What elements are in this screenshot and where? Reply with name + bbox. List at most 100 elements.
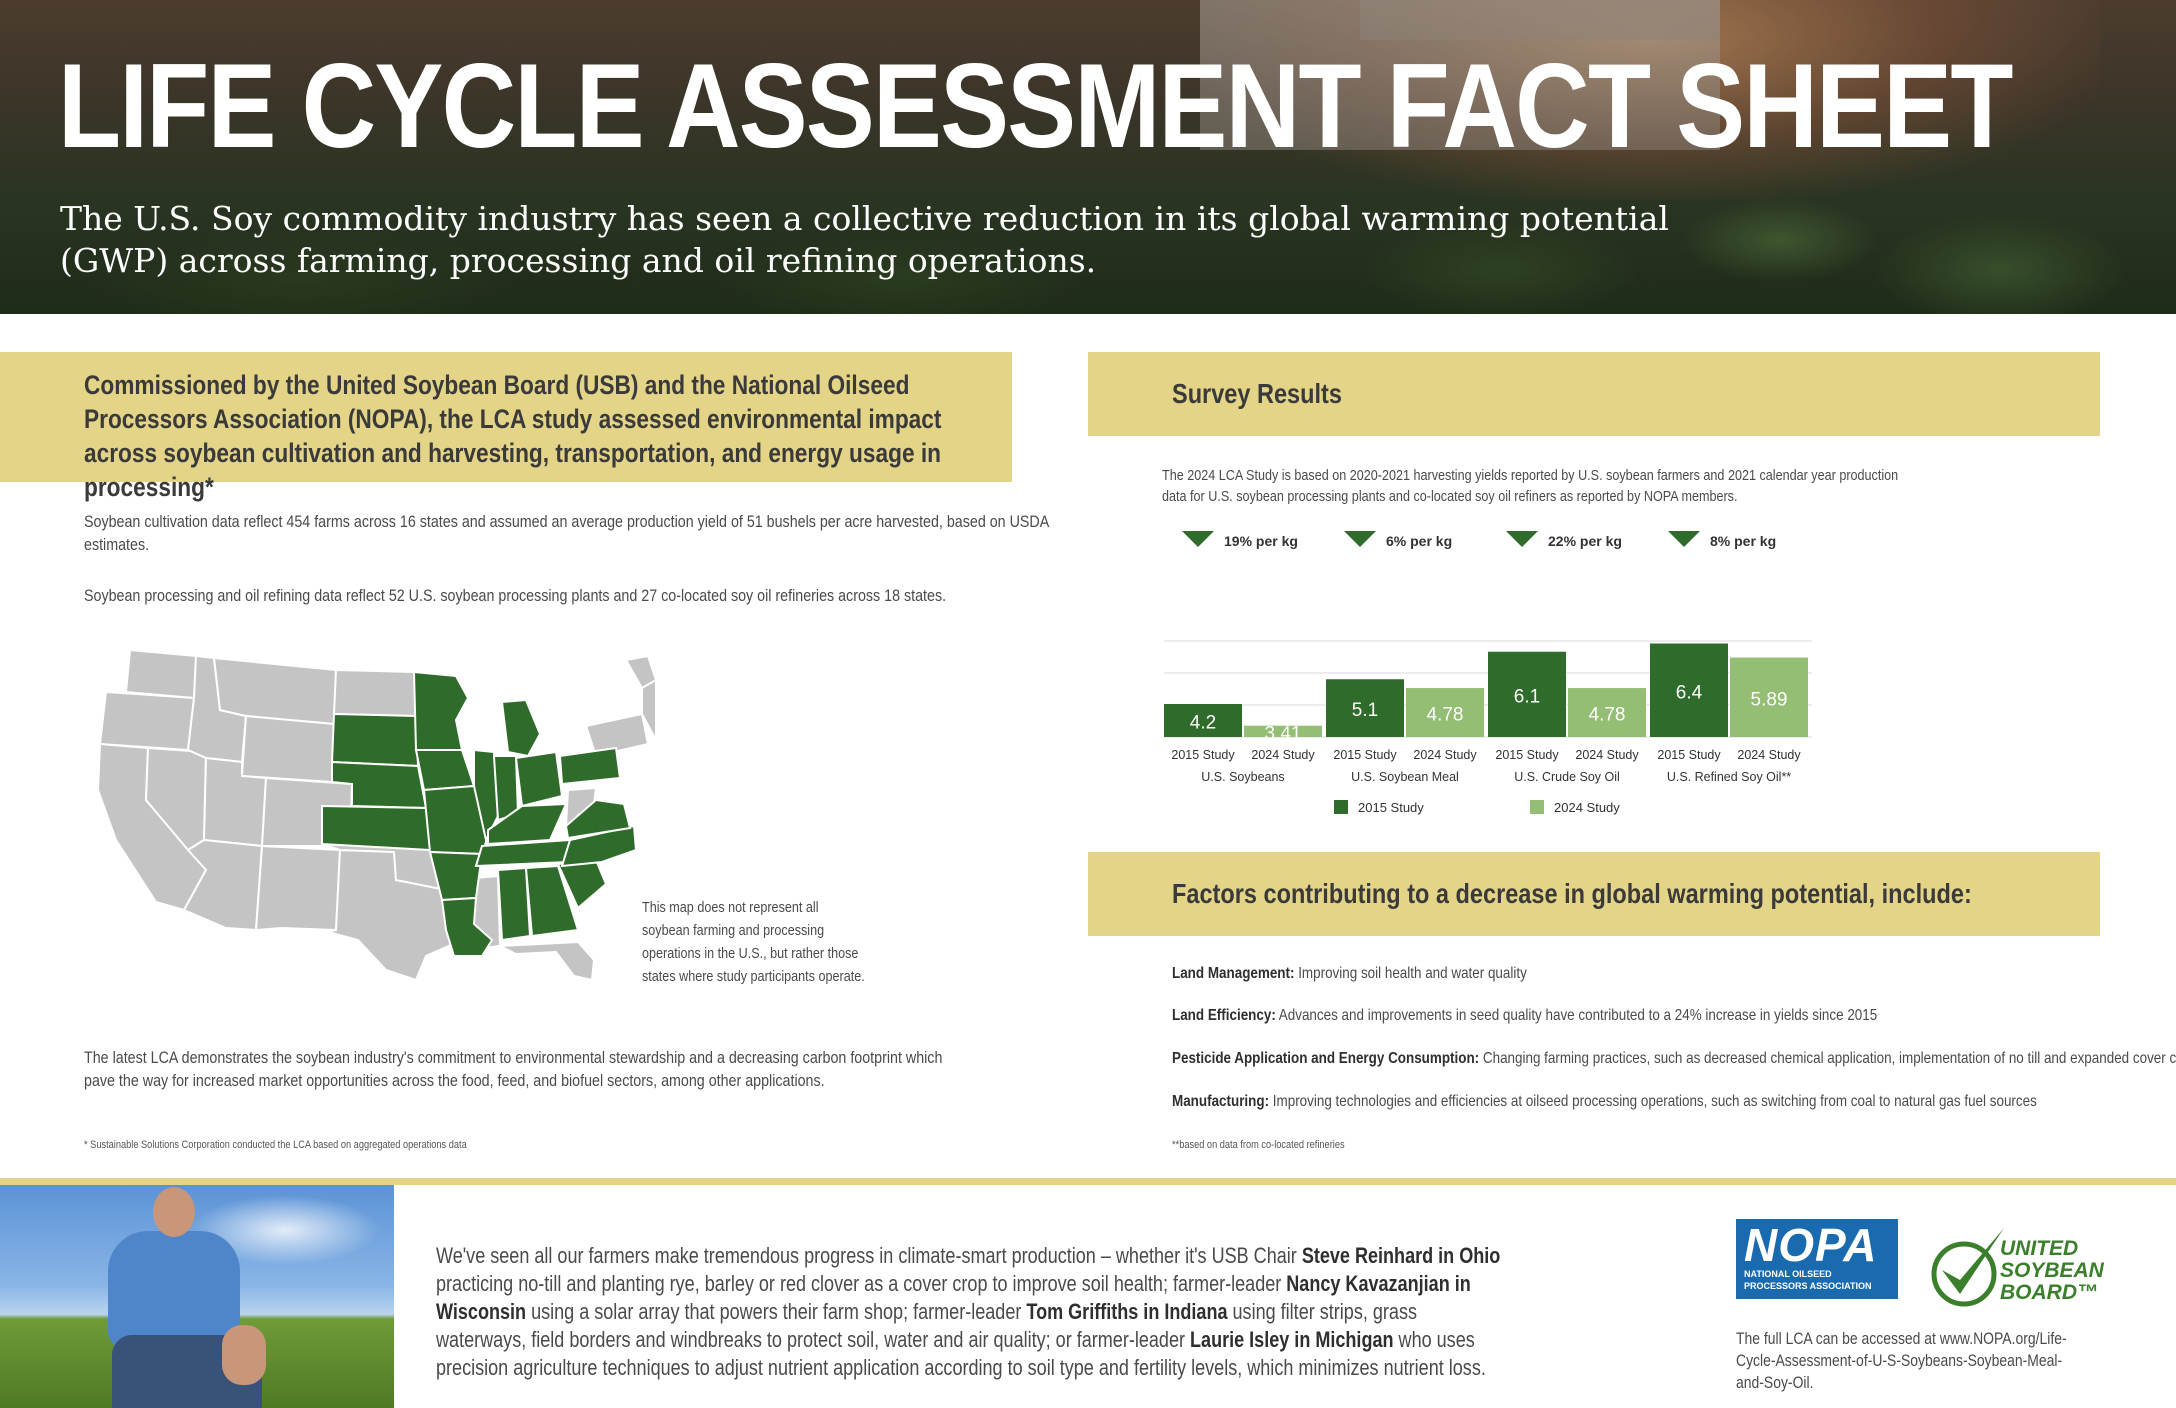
usb-wordmark-line: SOYBEAN: [2000, 1259, 2104, 1282]
refineries-footnote: **based on data from co-located refineri…: [1172, 1139, 1345, 1151]
hero-banner: LIFE CYCLE ASSESSMENT FACT SHEET The U.S…: [0, 0, 2176, 314]
survey-heading: Survey Results: [1172, 378, 1342, 409]
chart-data-label: 4.78: [1427, 705, 1464, 726]
chart-bar: [1406, 688, 1484, 737]
survey-note: The 2024 LCA Study is based on 2020-2021…: [1162, 467, 1899, 505]
factor-item: Land Management: Improving soil health a…: [1172, 963, 2096, 985]
map-state-pa: [558, 746, 622, 786]
map-state-al: [496, 866, 532, 942]
quote-farmer-name: Laurie Isley in Michigan: [1190, 1327, 1394, 1352]
commitment-paragraph: The latest LCA demonstrates the soybean …: [84, 1048, 943, 1090]
nopa-logo-tagline-1: NATIONAL OILSEED: [1744, 1269, 1832, 1279]
barn-image: [1200, 0, 1720, 150]
farmers-quote: We've seen all our farmers make tremendo…: [436, 1242, 1502, 1382]
factor-text: Advances and improvements in seed qualit…: [1275, 1007, 1878, 1024]
map-state-ks: [321, 804, 432, 852]
chart-data-label: 5.1: [1352, 700, 1378, 721]
factor-label: Pesticide Application and Energy Consump…: [1172, 1050, 1480, 1067]
map-highlight-states: [321, 670, 638, 957]
chart-reduction-label: 19% per kg: [1224, 533, 1298, 549]
map-state-oh: [514, 750, 564, 808]
map-state-me: [624, 654, 656, 690]
quote-text: using a solar array that powers their fa…: [526, 1299, 1027, 1324]
chart-bar: [1650, 643, 1728, 737]
map-state-ky: [487, 802, 568, 846]
nopa-logo-wordmark: NOPA: [1744, 1219, 1878, 1271]
chart-data-label: 4.2: [1190, 713, 1216, 734]
map-state-mi: [500, 698, 542, 758]
intro-heading-band: Commissioned by the United Soybean Board…: [0, 352, 1012, 502]
quote-farmer-name: Steve Reinhard in Ohio: [1301, 1243, 1501, 1268]
map-state-nd: [332, 668, 418, 718]
factor-text: Improving technologies and efficiencies …: [1269, 1093, 2037, 1110]
down-arrow-icon: [1182, 531, 1214, 547]
map-state-va: [564, 798, 632, 840]
map-state-nm: [254, 844, 342, 932]
chart-reduction-label: 8% per kg: [1710, 533, 1776, 549]
chart-data-label: 3.41: [1265, 723, 1302, 744]
quote-text: using filter strips, grass waterways, fi…: [436, 1299, 1417, 1352]
quote-text: We've seen all our farmers make tremendo…: [436, 1243, 1302, 1268]
page-title: LIFE CYCLE ASSESSMENT FACT SHEET: [58, 39, 2013, 173]
farmer-arm: [222, 1325, 266, 1385]
processing-paragraph: Soybean processing and oil refining data…: [84, 586, 947, 605]
map-state-ia: [414, 749, 476, 792]
factor-label: Land Efficiency:: [1172, 1007, 1276, 1024]
cultivation-paragraph: Soybean cultivation data reflect 454 far…: [84, 512, 1049, 554]
lca-access-link[interactable]: The full LCA can be accessed at www.NOPA…: [1736, 1329, 2067, 1392]
factor-text: Improving soil health and water quality: [1294, 965, 1527, 982]
intro-heading: Commissioned by the United Soybean Board…: [84, 370, 942, 502]
chart-bar: [1244, 725, 1322, 737]
nopa-logo: NOPA NATIONAL OILSEED PROCESSORS ASSOCIA…: [1736, 1219, 1898, 1299]
usb-wordmark: UNITED SOYBEAN BOARD™: [2000, 1238, 2104, 1304]
map-state-la: [440, 896, 494, 957]
survey-heading-band: Survey Results: [1088, 352, 2100, 436]
usb-wordmark-line: BOARD™: [2000, 1281, 2098, 1304]
quote-text: practicing no-till and planting rye, bar…: [436, 1271, 1287, 1296]
factor-item: Pesticide Application and Energy Consump…: [1172, 1048, 2176, 1070]
chart-category-label: U.S. Crude Soy Oil: [1514, 770, 1620, 784]
chart-category-label: U.S. Refined Soy Oil**: [1667, 770, 1791, 784]
down-arrow-icon: [1506, 531, 1538, 547]
chart-data-label: 6.4: [1676, 682, 1703, 703]
hero-shade: [0, 0, 2176, 314]
chart-legend-swatch: [1334, 800, 1348, 814]
factor-item: Land Efficiency: Advances and improvemen…: [1172, 1005, 2096, 1027]
map-state-mn: [412, 670, 470, 751]
farmer-shirt: [108, 1231, 240, 1351]
soybean-leaves-image: [0, 150, 2176, 314]
chart-category-label: U.S. Soybean Meal: [1351, 770, 1459, 784]
chart-legend-label: 2024 Study: [1554, 800, 1620, 815]
chart-bar-label: 2015 Study: [1657, 748, 1721, 762]
chart-bar: [1488, 651, 1566, 737]
map-state-ny: [584, 712, 650, 758]
farmer-photo: [0, 1185, 394, 1408]
factors-heading: Factors contributing to a decrease in gl…: [1172, 878, 1972, 909]
chart-bar: [1326, 679, 1404, 737]
chart-reduction-label: 22% per kg: [1548, 533, 1622, 549]
map-state-wy: [240, 714, 336, 784]
map-state-or: [98, 690, 196, 752]
quote-farmer-name: Nancy Kavazanjian in Wisconsin: [436, 1271, 1471, 1324]
chart-bar-label: 2015 Study: [1171, 748, 1235, 762]
chart-data-label: 4.78: [1589, 705, 1626, 726]
chart-bar-label: 2024 Study: [1575, 748, 1639, 762]
factor-label: Land Management:: [1172, 965, 1295, 982]
usb-wordmark-line: UNITED: [2000, 1237, 2079, 1260]
chart-bar: [1730, 657, 1808, 737]
page-subtitle: The U.S. Soy commodity industry has seen…: [60, 199, 1669, 280]
quote-farmer-name: Tom Griffiths in Indiana: [1026, 1299, 1228, 1324]
down-arrow-icon: [1668, 531, 1700, 547]
map-state-sd: [330, 712, 420, 768]
chart-data-label: 5.89: [1751, 689, 1788, 710]
quote-text: who uses precision agriculture technique…: [436, 1327, 1486, 1380]
usb-checkmark-icon: [1931, 1228, 2004, 1307]
usb-logo: UNITED SOYBEAN BOARD™: [1928, 1210, 2104, 1310]
factor-label: Manufacturing:: [1172, 1093, 1270, 1110]
chart-category-label: U.S. Soybeans: [1201, 770, 1284, 784]
map-state-ga: [524, 864, 580, 938]
map-disclaimer: This map does not represent all soybean …: [642, 899, 865, 985]
chart-legend-label: 2015 Study: [1358, 800, 1424, 815]
chart-bar-label: 2024 Study: [1737, 748, 1801, 762]
factors-heading-band: Factors contributing to a decrease in gl…: [1088, 852, 2100, 936]
